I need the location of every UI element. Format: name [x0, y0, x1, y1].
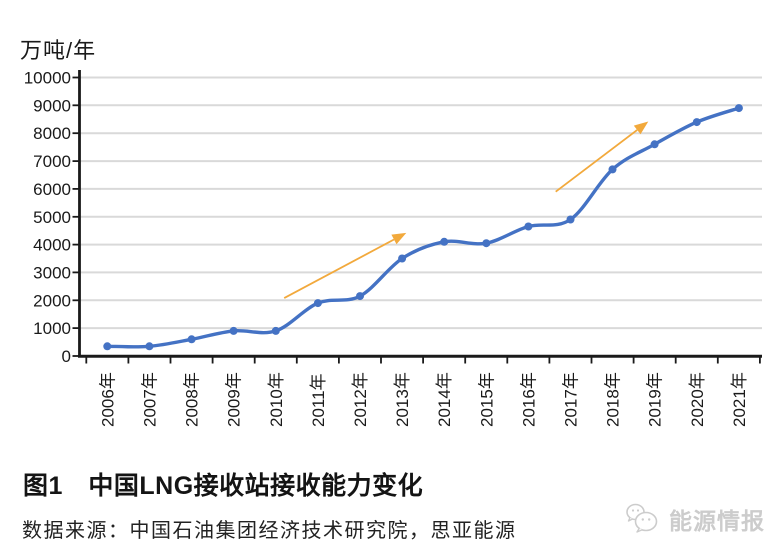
- wechat-icon: [626, 503, 658, 533]
- data-point-marker: [566, 215, 575, 224]
- x-tick-label: 2011年: [309, 373, 328, 427]
- data-point-marker: [398, 254, 407, 263]
- x-tick-label: 2014年: [435, 372, 454, 427]
- x-tick-label: 2006年: [98, 372, 117, 427]
- x-tick-label: 2020年: [688, 372, 707, 427]
- data-point-marker: [734, 104, 743, 113]
- watermark: 能源情报: [624, 501, 765, 537]
- data-point-marker: [650, 140, 659, 149]
- y-axis-unit-label: 万吨/年: [20, 38, 97, 63]
- y-tick-label: 4000: [33, 236, 71, 255]
- y-tick-label: 9000: [33, 96, 71, 115]
- x-tick-label: 2010年: [267, 372, 286, 427]
- trend-arrow-head: [391, 232, 407, 245]
- data-point-marker: [229, 326, 238, 335]
- y-tick-label: 6000: [33, 180, 71, 199]
- series-line: [105, 106, 741, 349]
- data-source-note: 数据来源：中国石油集团经济技术研究院，思亚能源: [22, 520, 517, 542]
- x-tick-label: 2018年: [604, 372, 623, 427]
- x-tick-label: 2013年: [393, 372, 412, 427]
- y-tick-label: 8000: [33, 124, 71, 143]
- y-tick-label: 2000: [33, 291, 71, 310]
- data-point-marker: [440, 237, 449, 246]
- data-point-marker: [145, 342, 154, 351]
- y-tick-label: 5000: [33, 208, 71, 227]
- lng-capacity-line-chart: 0 1000 2000 3000 4000 5000 6000 7000 8000 9000 100…: [24, 69, 762, 427]
- data-point-marker: [692, 118, 701, 127]
- data-point-marker: [271, 326, 280, 335]
- y-tick-label: 7000: [33, 152, 71, 171]
- y-tick-label: 0: [62, 347, 71, 366]
- x-tick-label: 2009年: [225, 372, 244, 427]
- x-tick-label: 2019年: [646, 372, 665, 427]
- data-point-marker: [524, 222, 533, 231]
- x-tick-label: 2008年: [183, 372, 202, 427]
- data-point-marker: [608, 165, 617, 174]
- x-tick-label: 2021年: [730, 372, 749, 427]
- y-tick-label: 3000: [33, 263, 71, 282]
- y-tick-label: 1000: [33, 319, 71, 338]
- x-tick-label: 2017年: [562, 372, 581, 427]
- trend-arrow-line: [283, 238, 395, 299]
- y-tick-label: 10000: [24, 69, 71, 88]
- x-tick-label: 2012年: [351, 372, 370, 427]
- data-point-marker: [103, 342, 112, 351]
- trend-arrow-line: [555, 129, 638, 193]
- data-point-marker: [187, 335, 196, 344]
- x-tick-label: 2015年: [477, 372, 496, 427]
- trend-arrow-head: [633, 121, 649, 135]
- x-tick-label: 2016年: [519, 372, 538, 427]
- figure-caption-title: 图1 中国LNG接收站接收能力变化: [23, 472, 424, 500]
- watermark-label: 能源情报: [669, 508, 765, 534]
- data-point-marker: [313, 299, 322, 308]
- data-point-marker: [356, 292, 364, 301]
- x-tick-label: 2007年: [140, 372, 159, 427]
- data-point-marker: [482, 239, 491, 248]
